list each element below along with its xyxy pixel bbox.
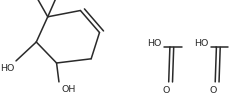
Text: O: O: [208, 86, 216, 95]
Text: HO: HO: [0, 64, 15, 73]
Text: OH: OH: [61, 85, 76, 94]
Text: HO: HO: [147, 39, 161, 48]
Text: HO: HO: [193, 39, 207, 48]
Text: O: O: [162, 86, 169, 95]
